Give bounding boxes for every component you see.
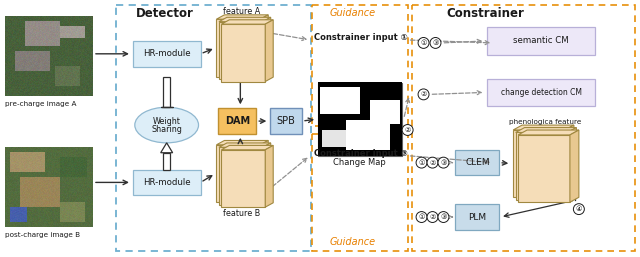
Polygon shape — [516, 132, 568, 200]
Text: post-charge image B: post-charge image B — [5, 232, 81, 238]
Bar — [456, 204, 499, 230]
Text: Guidance: Guidance — [330, 8, 376, 18]
Circle shape — [438, 212, 449, 223]
Polygon shape — [219, 17, 271, 22]
Polygon shape — [216, 19, 260, 77]
Text: ④: ④ — [575, 206, 582, 212]
Bar — [270, 108, 302, 134]
Circle shape — [416, 157, 427, 168]
Polygon shape — [568, 127, 577, 200]
Circle shape — [402, 125, 413, 135]
Text: ①: ① — [419, 160, 425, 166]
Polygon shape — [513, 130, 565, 197]
Circle shape — [573, 204, 584, 215]
Text: ②: ② — [404, 127, 411, 133]
Bar — [133, 41, 200, 67]
Text: ②: ② — [429, 214, 436, 220]
Polygon shape — [518, 135, 570, 202]
Bar — [218, 108, 256, 134]
Text: SPB: SPB — [276, 116, 296, 126]
Polygon shape — [221, 20, 273, 24]
Polygon shape — [260, 15, 268, 77]
Text: PLM: PLM — [468, 213, 486, 222]
Bar — [163, 77, 170, 107]
Text: DAM: DAM — [225, 116, 250, 126]
Bar — [312, 5, 408, 126]
Polygon shape — [265, 20, 273, 81]
Bar — [312, 134, 408, 251]
Polygon shape — [518, 130, 579, 135]
Text: Weight: Weight — [153, 117, 180, 126]
Text: ②: ② — [429, 160, 436, 166]
Polygon shape — [265, 145, 273, 207]
Text: HR-module: HR-module — [143, 178, 191, 187]
Text: ③: ③ — [440, 160, 447, 166]
Text: ①: ① — [420, 40, 427, 46]
Text: ③: ③ — [432, 40, 439, 46]
Polygon shape — [219, 147, 263, 205]
Text: Constrainer input ③: Constrainer input ③ — [314, 149, 408, 158]
Polygon shape — [565, 125, 574, 197]
Text: pre-charge image A: pre-charge image A — [5, 101, 77, 107]
Polygon shape — [263, 17, 271, 79]
Text: Constrainer input ①: Constrainer input ① — [314, 33, 408, 42]
Text: Detector: Detector — [136, 7, 194, 20]
Ellipse shape — [135, 107, 198, 143]
Text: Sharing: Sharing — [151, 125, 182, 134]
Polygon shape — [216, 145, 260, 202]
Polygon shape — [221, 150, 265, 207]
Circle shape — [418, 38, 429, 48]
Polygon shape — [216, 15, 268, 19]
Polygon shape — [216, 141, 268, 145]
Text: feature A: feature A — [223, 7, 260, 16]
Circle shape — [418, 89, 429, 100]
Text: ①: ① — [419, 214, 425, 220]
Text: change detection CM: change detection CM — [500, 88, 582, 97]
Bar — [487, 79, 595, 106]
Text: ②: ② — [420, 91, 427, 97]
Bar — [116, 5, 311, 251]
Text: Constrainer: Constrainer — [447, 7, 524, 20]
Text: Change Map: Change Map — [333, 158, 386, 167]
Polygon shape — [263, 143, 271, 205]
Text: HR-module: HR-module — [143, 49, 191, 58]
Text: semantic CM: semantic CM — [513, 36, 569, 45]
Bar — [133, 170, 200, 195]
Circle shape — [427, 212, 438, 223]
Circle shape — [427, 157, 438, 168]
Polygon shape — [570, 130, 579, 202]
Circle shape — [438, 157, 449, 168]
Text: phenologica feature: phenologica feature — [509, 119, 581, 125]
Text: CLEM: CLEM — [465, 158, 490, 167]
Circle shape — [416, 212, 427, 223]
Polygon shape — [221, 145, 273, 150]
Bar — [412, 5, 635, 251]
Polygon shape — [513, 125, 574, 130]
Polygon shape — [516, 127, 577, 132]
Bar — [318, 82, 402, 156]
Polygon shape — [219, 22, 263, 79]
Bar — [456, 150, 499, 176]
Polygon shape — [219, 143, 271, 147]
Text: Guidance: Guidance — [330, 237, 376, 247]
Text: ③: ③ — [440, 214, 447, 220]
Polygon shape — [260, 141, 268, 202]
Text: feature B: feature B — [223, 209, 260, 218]
Bar — [487, 27, 595, 55]
Polygon shape — [221, 24, 265, 81]
Circle shape — [430, 38, 441, 48]
Bar — [163, 153, 170, 170]
Polygon shape — [161, 143, 173, 153]
